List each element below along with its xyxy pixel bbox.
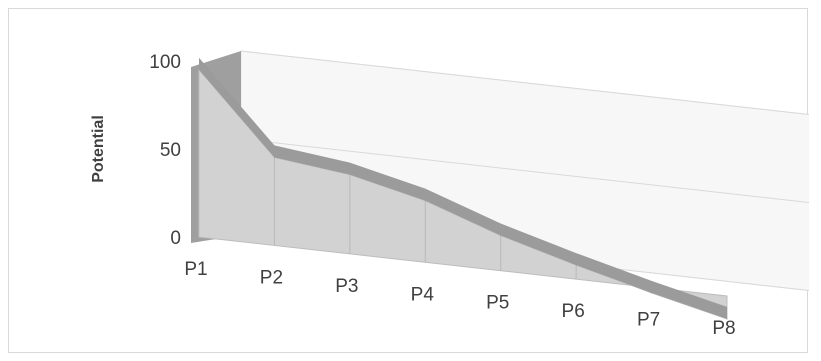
x-tick-label: P6: [562, 301, 585, 322]
data-point-p7: [651, 292, 653, 294]
chart-frame: 0 50 100 P1 P2 P3 P4 P5 P6 P7 P8 Potential: [8, 8, 809, 353]
x-tick-label: P7: [637, 310, 660, 331]
x-tick-label: P2: [260, 267, 283, 288]
x-tick-label: P1: [184, 259, 207, 280]
y-tick-label: 50: [160, 140, 181, 161]
y-axis-label: Potential: [90, 115, 107, 183]
x-tick-label: P3: [335, 276, 358, 297]
area-chart-3d: 0 50 100 P1 P2 P3 P4 P5 P6 P7 P8 Potential: [90, 50, 809, 339]
data-point-p1: [198, 69, 200, 71]
data-point-p2: [273, 156, 275, 158]
y-tick-label: 0: [170, 228, 181, 249]
data-point-p6: [575, 264, 577, 266]
x-tick-label: P8: [712, 318, 735, 339]
x-axis-ticks: P1 P2 P3 P4 P5 P6 P7 P8: [184, 259, 735, 339]
y-tick-label: 100: [149, 52, 181, 73]
x-tick-label: P4: [411, 284, 435, 305]
x-tick-label: P5: [486, 293, 509, 314]
area-top-band: [199, 57, 727, 319]
data-point-p8: [726, 318, 728, 320]
area-series: [198, 57, 728, 320]
data-point-p4: [424, 200, 426, 202]
gridline: [240, 138, 809, 203]
data-point-p5: [500, 235, 502, 237]
gridline: [240, 50, 809, 115]
y-axis-ticks: 0 50 100: [149, 52, 181, 249]
data-point-p3: [349, 174, 351, 176]
